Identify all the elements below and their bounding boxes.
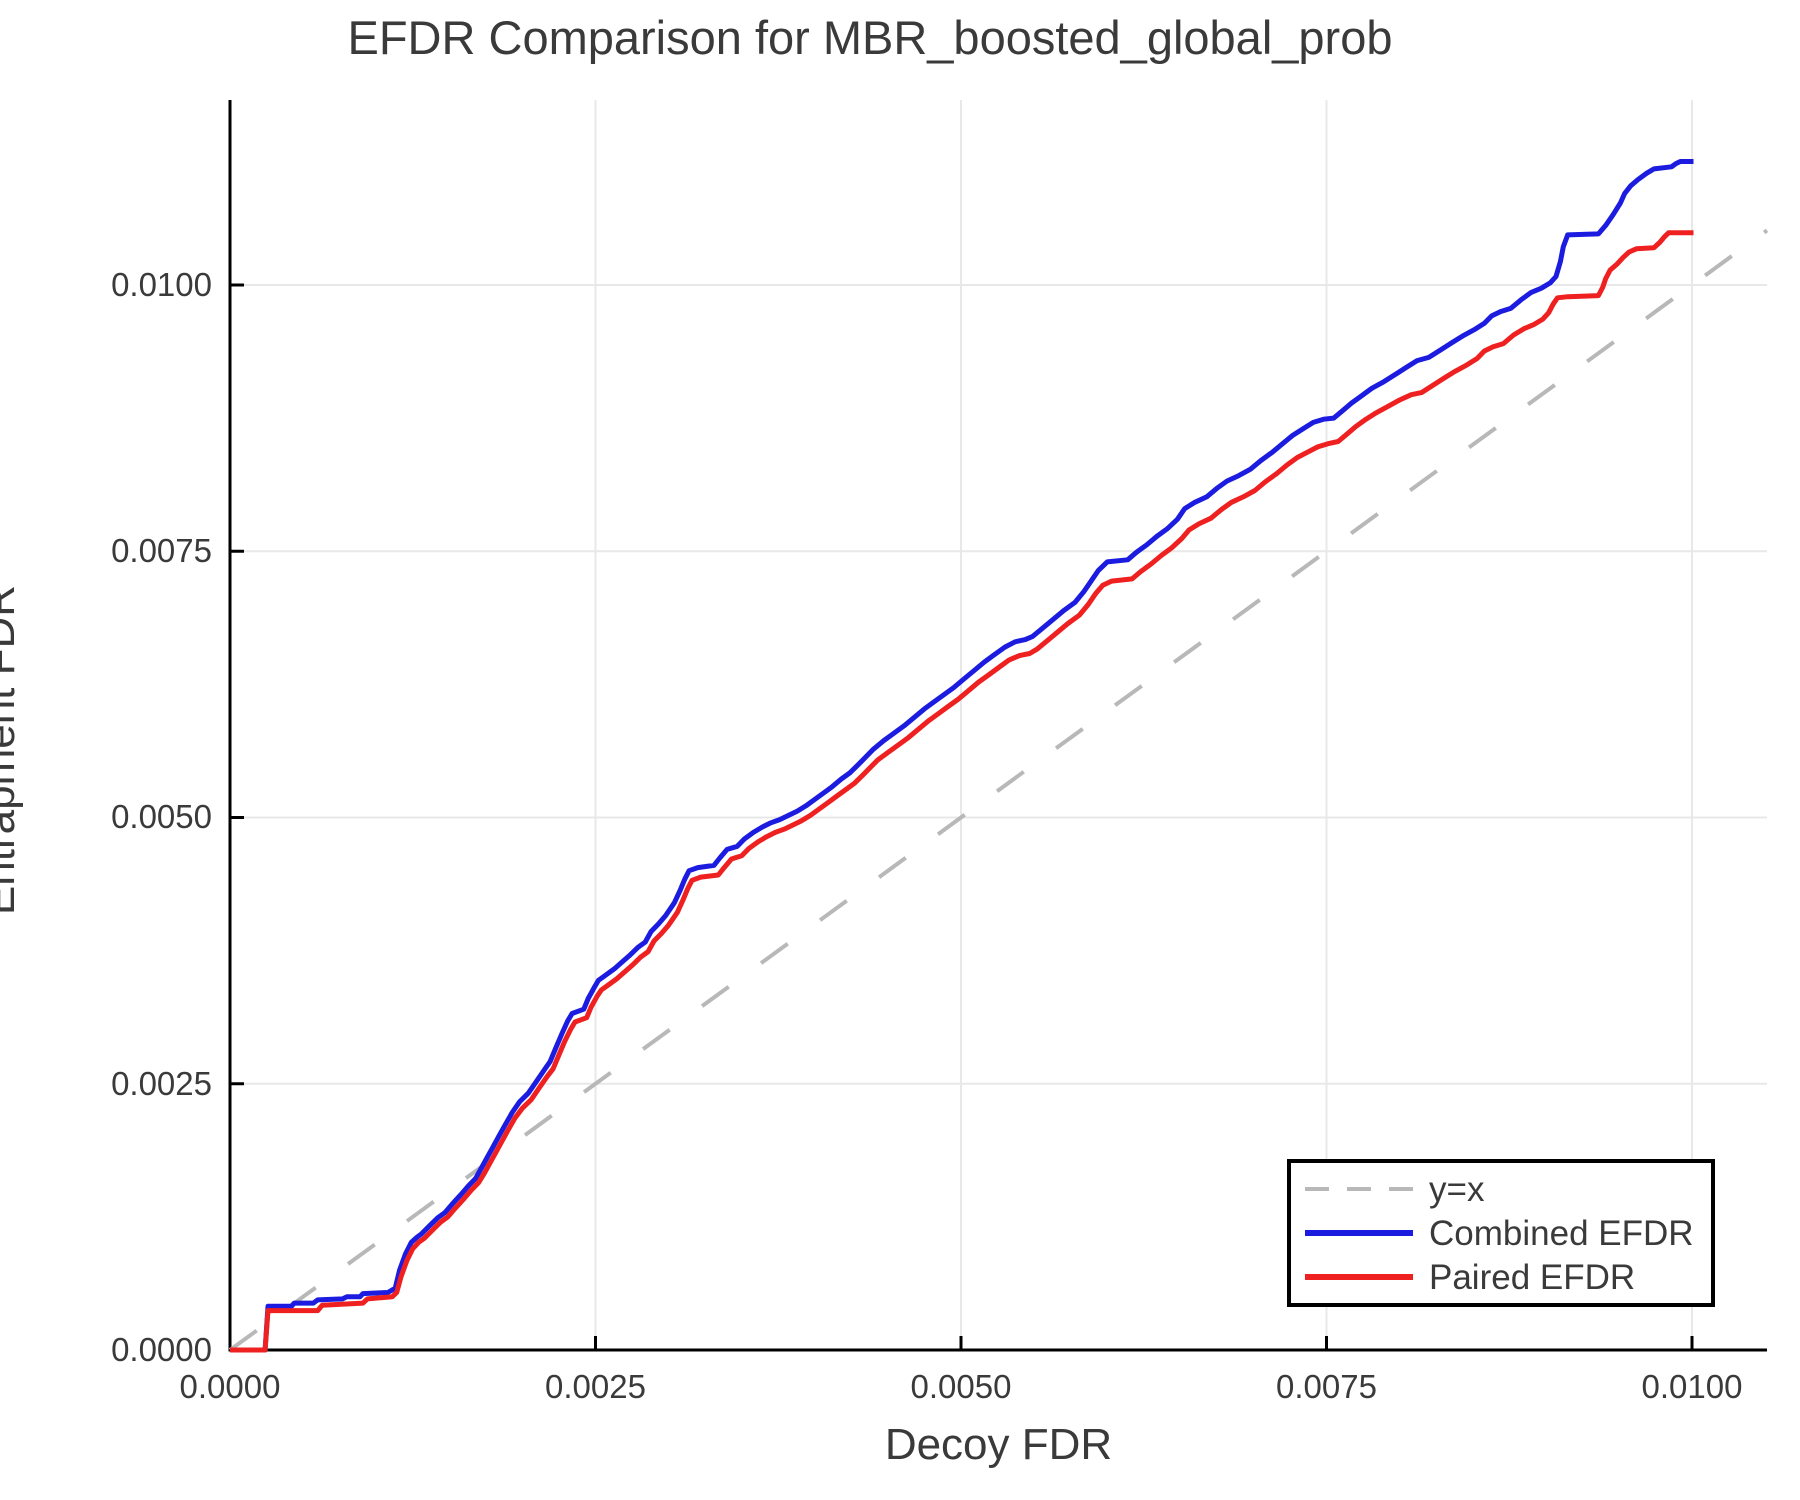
legend: y=x Combined EFDR Paired EFDR xyxy=(1287,1159,1715,1307)
y-axis-label: Entrapment FDR xyxy=(0,584,24,916)
x-tick-label: 0.0000 xyxy=(179,1368,281,1405)
y-tick-label: 0.0050 xyxy=(111,798,212,836)
legend-label-identity: y=x xyxy=(1429,1169,1485,1209)
y-tick-label: 0.0100 xyxy=(111,265,212,303)
blue-line-sample xyxy=(1305,1230,1413,1236)
chart-title: EFDR Comparison for MBR_boosted_global_p… xyxy=(347,11,1393,64)
dashed-line-sample xyxy=(1305,1187,1413,1191)
x-tick-label: 0.0050 xyxy=(910,1368,1012,1405)
legend-entry-paired: Paired EFDR xyxy=(1305,1256,1711,1298)
y-tick-label: 0.0025 xyxy=(111,1064,212,1102)
legend-label-paired: Paired EFDR xyxy=(1429,1257,1636,1297)
series-line-paired-efdr xyxy=(230,230,1694,1353)
x-axis-label: Decoy FDR xyxy=(884,1420,1113,1469)
legend-entry-combined: Combined EFDR xyxy=(1305,1212,1711,1254)
x-tick-label: 0.0025 xyxy=(545,1368,646,1405)
legend-label-combined: Combined EFDR xyxy=(1429,1213,1694,1253)
red-line-sample xyxy=(1305,1274,1413,1280)
legend-entry-identity: y=x xyxy=(1305,1168,1711,1210)
x-tick-label: 0.0100 xyxy=(1641,1368,1743,1405)
x-tick-label: 0.0075 xyxy=(1276,1368,1377,1405)
y-tick-label: 0.0075 xyxy=(111,532,212,570)
y-tick-label: 0.0000 xyxy=(111,1331,212,1368)
series-line-combined-efdr xyxy=(230,159,1694,1353)
